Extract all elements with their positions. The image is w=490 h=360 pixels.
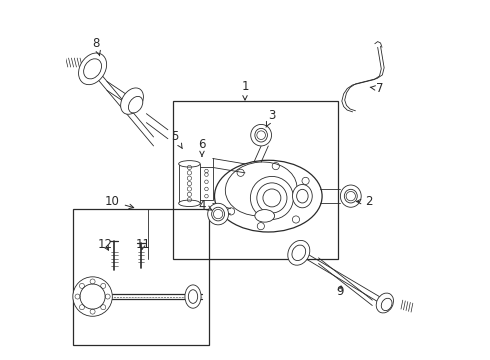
Ellipse shape	[288, 240, 310, 265]
Ellipse shape	[128, 96, 143, 113]
Text: 7: 7	[370, 82, 383, 95]
Bar	[73, 209, 209, 345]
Text: 6: 6	[198, 138, 206, 156]
Ellipse shape	[185, 285, 201, 308]
Bar	[173, 101, 338, 259]
Ellipse shape	[381, 298, 392, 311]
Ellipse shape	[341, 185, 361, 207]
Circle shape	[263, 189, 281, 207]
Ellipse shape	[121, 88, 144, 114]
Text: 8: 8	[93, 37, 100, 56]
Text: 9: 9	[336, 285, 344, 298]
Circle shape	[80, 284, 105, 309]
Text: 1: 1	[241, 80, 249, 100]
Bar	[179, 164, 200, 203]
Ellipse shape	[215, 160, 322, 232]
Ellipse shape	[208, 203, 228, 225]
Ellipse shape	[255, 129, 268, 142]
Text: 4: 4	[198, 199, 212, 212]
Ellipse shape	[251, 125, 271, 146]
Ellipse shape	[376, 293, 393, 313]
Text: 5: 5	[172, 130, 182, 149]
Ellipse shape	[78, 53, 107, 85]
Ellipse shape	[293, 184, 312, 208]
Ellipse shape	[84, 59, 101, 79]
Bar	[200, 167, 213, 200]
Circle shape	[257, 183, 287, 213]
Ellipse shape	[188, 290, 197, 303]
Text: 10: 10	[105, 195, 134, 208]
Ellipse shape	[179, 200, 200, 207]
Ellipse shape	[344, 189, 357, 203]
Text: 2: 2	[356, 195, 372, 208]
Ellipse shape	[296, 189, 308, 203]
Ellipse shape	[212, 207, 224, 221]
Text: 11: 11	[135, 238, 150, 251]
Ellipse shape	[179, 161, 200, 167]
Circle shape	[73, 277, 112, 316]
Text: 12: 12	[98, 238, 113, 251]
Ellipse shape	[255, 210, 274, 222]
Text: 3: 3	[266, 109, 275, 127]
Ellipse shape	[292, 245, 306, 261]
Circle shape	[250, 176, 294, 220]
